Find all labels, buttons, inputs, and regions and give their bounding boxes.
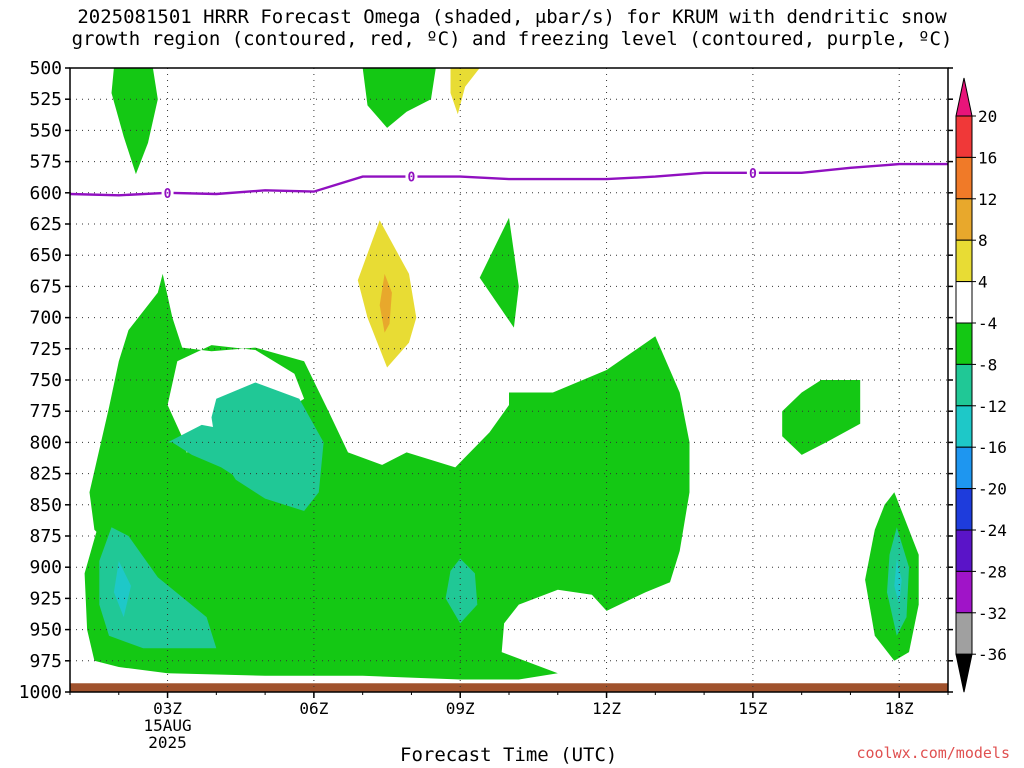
y-tick-label: 675 — [29, 276, 62, 297]
terrain-strip — [70, 683, 948, 692]
colorbar-label: 12 — [978, 190, 997, 209]
watermark-text: coolwx.com/models — [856, 744, 1010, 762]
omega-region-teal-mid — [211, 382, 324, 511]
colorbar-label: -24 — [978, 521, 1007, 540]
colorbar-swatch — [955, 156, 973, 200]
colorbar-label: -8 — [978, 355, 997, 374]
colorbar-swatch — [955, 281, 973, 324]
freezing-level-label-bg — [746, 165, 759, 180]
y-tick-label: 975 — [29, 651, 62, 672]
freezing-level-label: 0 — [749, 167, 757, 182]
x-tick-label: 12Z — [592, 699, 621, 718]
date-label-line-2: 2025 — [148, 733, 187, 752]
omega-region-yellow-top — [450, 68, 480, 115]
x-tick-label: 15Z — [738, 699, 767, 718]
x-tick-label: 06Z — [299, 699, 328, 718]
colorbar-swatch — [955, 570, 973, 614]
omega-region-green-right-upper — [782, 380, 861, 455]
y-tick-label: 900 — [29, 557, 62, 578]
y-tick-label: 525 — [29, 89, 62, 110]
colorbar-label: -12 — [978, 397, 1007, 416]
colorbar-label: 8 — [978, 231, 988, 250]
freezing-level-label: 0 — [164, 187, 172, 202]
omega-region-teal-left-bottom — [99, 527, 217, 649]
y-tick-label: 875 — [29, 526, 62, 547]
freezing-level-label-bg — [405, 169, 418, 184]
y-tick-label: 800 — [29, 432, 62, 453]
colorbar-swatch — [955, 446, 973, 490]
omega-region-green-small-09z — [479, 217, 519, 328]
freezing-level-line — [70, 162, 948, 197]
contour-layer: 0 0 0 — [70, 68, 948, 692]
omega-region-cyan-right — [894, 558, 902, 605]
colorbar-swatch — [955, 239, 973, 283]
y-tick-label: 625 — [29, 214, 62, 235]
chart-title-line-1: 2025081501 HRRR Forecast Omega (shaded, … — [77, 6, 947, 28]
y-tick-label: 650 — [29, 245, 62, 266]
colorbar-label: 20 — [978, 107, 997, 126]
colorbar-label: -32 — [978, 604, 1007, 623]
y-tick-label: 1000 — [19, 682, 62, 703]
omega-region-green-main — [84, 273, 690, 680]
chart-title-line-2: growth region (contoured, red, ºC) and f… — [71, 28, 953, 50]
colorbar-label: -20 — [978, 480, 1007, 499]
x-axis-title: Forecast Time (UTC) — [400, 744, 618, 766]
y-tick-label: 500 — [29, 58, 62, 79]
colorbar-label: -28 — [978, 562, 1007, 581]
freezing-level-label-bg — [161, 185, 174, 200]
y-tick-label: 850 — [29, 495, 62, 516]
y-tick-label: 550 — [29, 120, 62, 141]
colorbar-swatch — [955, 405, 973, 448]
colorbar-swatch — [955, 529, 973, 572]
x-tick-label: 18Z — [885, 699, 914, 718]
omega-region-green-top-left — [111, 68, 158, 175]
y-tick-label: 725 — [29, 339, 62, 360]
colorbar-swatch — [955, 612, 973, 655]
colorbar-label: -16 — [978, 438, 1007, 457]
y-tick-label: 600 — [29, 183, 62, 204]
y-tick-label: 700 — [29, 308, 62, 329]
colorbar-bottom-arrow — [955, 653, 973, 693]
colorbar-swatch — [955, 198, 973, 241]
y-tick-label: 925 — [29, 588, 62, 609]
colorbar-swatch — [955, 322, 973, 365]
y-tick-label: 825 — [29, 464, 62, 485]
omega-region-cyan-left — [113, 561, 131, 618]
freezing-level-label: 0 — [408, 171, 416, 186]
omega-region-teal-09z — [445, 558, 478, 624]
colorbar-swatch — [955, 115, 973, 158]
y-tick-label: 750 — [29, 370, 62, 391]
y-tick-label: 950 — [29, 620, 62, 641]
x-tick-label: 09Z — [446, 699, 475, 718]
colorbar-label: 4 — [978, 273, 988, 292]
colorbar-swatch — [955, 488, 973, 531]
colorbar-top-arrow — [955, 77, 973, 117]
colorbar-label: 16 — [978, 148, 997, 167]
date-label-line-1: 15AUG — [143, 716, 191, 735]
x-tick-label: 03Z — [153, 699, 182, 718]
colorbar-label: -36 — [978, 645, 1007, 664]
colorbar-swatch — [955, 363, 973, 407]
omega-region-green-top-mid — [362, 68, 436, 128]
y-tick-label: 775 — [29, 401, 62, 422]
colorbar-label: -4 — [978, 314, 997, 333]
colorbar: 20 16 12 8 4 -4 -8 -12 -16 -20 -24 -28 -32 -36 — [955, 77, 1007, 693]
y-tick-label: 575 — [29, 152, 62, 173]
